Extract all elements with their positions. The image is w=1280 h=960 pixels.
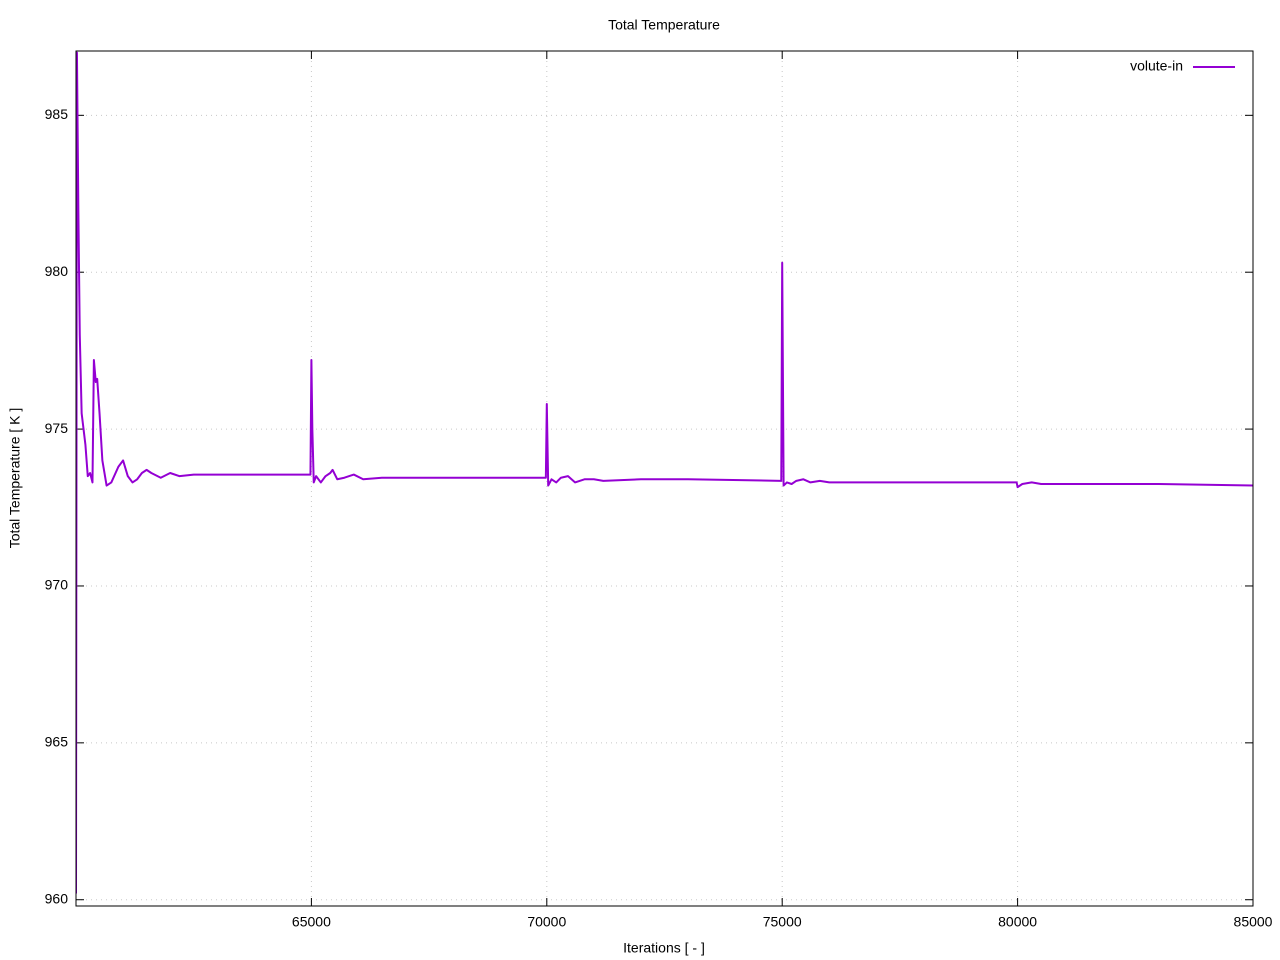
y-tick-label: 960 [45, 890, 69, 906]
x-tick-label: 85000 [1234, 914, 1273, 930]
x-tick-label: 70000 [527, 914, 566, 930]
x-tick-label: 75000 [763, 914, 802, 930]
y-tick-label: 985 [45, 106, 69, 122]
x-axis-label: Iterations [ - ] [623, 940, 705, 956]
y-axis-label: Total Temperature [ K ] [7, 408, 23, 549]
y-tick-label: 970 [45, 577, 69, 593]
y-tick-label: 965 [45, 734, 69, 750]
x-tick-label: 80000 [998, 914, 1037, 930]
y-tick-label: 980 [45, 263, 69, 279]
data-line [76, 51, 1253, 894]
y-tick-label: 975 [45, 420, 69, 436]
x-tick-label: 65000 [292, 914, 331, 930]
legend-label: volute-in [1130, 58, 1183, 74]
chart-title: Total Temperature [608, 17, 720, 33]
plot-frame [75, 50, 1254, 907]
